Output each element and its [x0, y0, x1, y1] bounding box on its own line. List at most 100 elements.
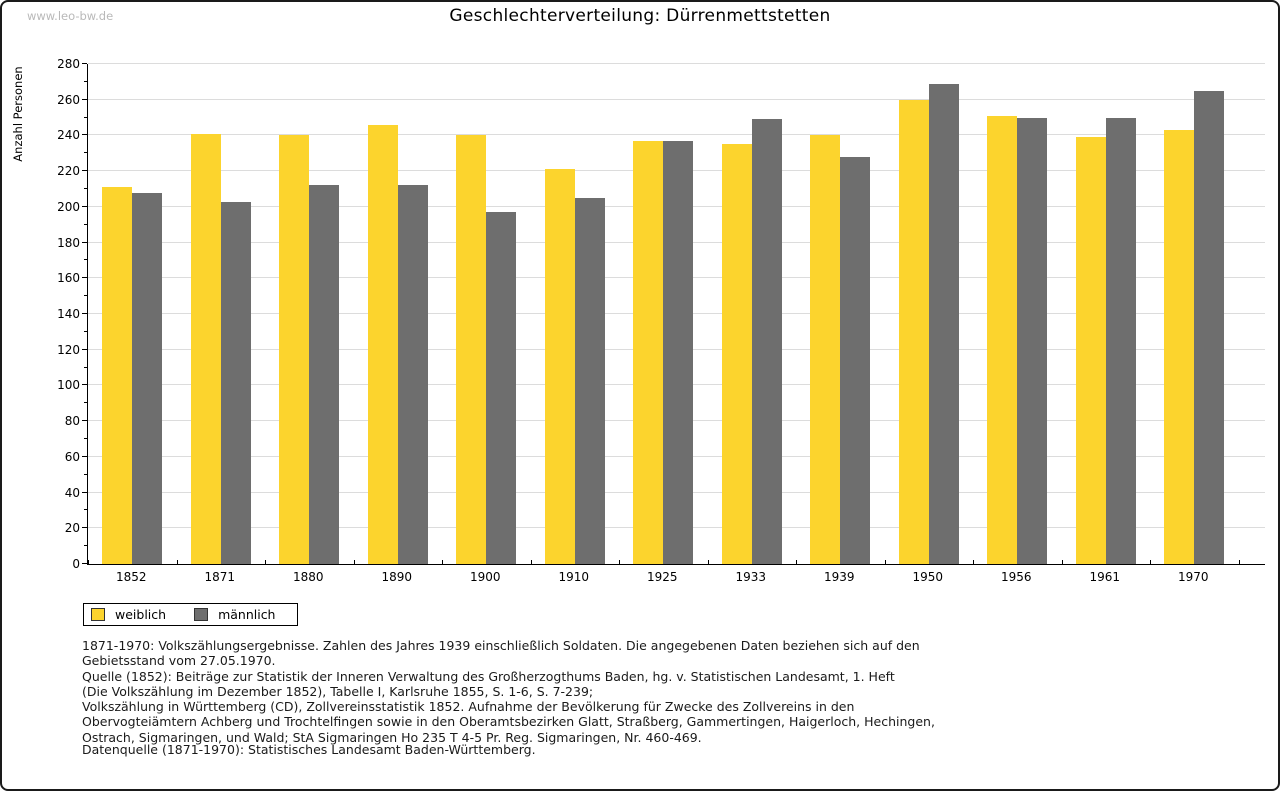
datasource-line: Datenquelle (1871-1970): Statistisches L…	[82, 742, 536, 757]
bar-weiblich-1871	[190, 133, 221, 564]
gridline	[88, 134, 1265, 136]
caption-line: Ostrach, Sigmaringen, und Wald; StA Sigm…	[82, 729, 702, 745]
bar-weiblich-1970	[1164, 130, 1195, 564]
y-axis-tick	[82, 348, 87, 350]
bar-weiblich-1880	[279, 135, 310, 564]
x-axis-tick-label: 1852	[115, 570, 147, 584]
y-axis-tick	[82, 563, 87, 564]
x-axis-tick-label: 1933	[735, 570, 767, 584]
y-axis-tick	[82, 384, 87, 386]
y-axis-tick-label: 20	[64, 521, 80, 536]
legend-item-weiblich: weiblich	[91, 607, 166, 622]
bar-weiblich-1961	[1075, 137, 1106, 564]
y-axis-tick	[84, 152, 87, 154]
x-axis-tick-label: 1950	[912, 570, 944, 584]
y-axis-tick	[82, 527, 87, 529]
bar-weiblich-1910	[544, 169, 575, 564]
bar-weiblich-1956	[987, 115, 1018, 564]
y-axis-tick-label: 180	[57, 235, 80, 250]
bar-männlich-1925	[663, 140, 694, 564]
y-axis-tick	[84, 223, 87, 225]
gridline	[88, 63, 1265, 64]
x-axis-tick	[353, 560, 355, 564]
bar-männlich-1956	[1017, 117, 1048, 564]
y-axis-tick-label: 260	[57, 92, 80, 107]
x-axis-tick-label: 1925	[646, 570, 678, 584]
x-axis-tick-label: 1900	[469, 570, 501, 584]
x-axis-tick	[1238, 560, 1240, 564]
x-axis-tick	[1150, 560, 1151, 564]
x-axis-tick	[884, 560, 886, 564]
bar-männlich-1871	[220, 201, 251, 564]
legend-label: weiblich	[115, 607, 167, 622]
y-axis-tick-label: 60	[64, 449, 80, 464]
x-axis-tick	[176, 560, 178, 564]
watermark: www.leo-bw.de	[27, 9, 114, 23]
y-axis-tick	[84, 473, 87, 475]
y-axis-tick	[82, 241, 87, 243]
y-axis-tick	[84, 188, 87, 189]
y-axis-tick	[84, 366, 87, 368]
y-axis-tick	[82, 205, 87, 207]
y-axis-tick	[84, 80, 87, 82]
caption-line: Volkszählung in Württemberg (CD), Zollve…	[82, 699, 855, 715]
y-axis-tick	[82, 134, 87, 136]
y-axis-tick-label: 240	[57, 128, 80, 143]
legend: weiblich männlich	[83, 603, 299, 626]
x-axis-tick-label: 1871	[204, 570, 236, 584]
bar-weiblich-1950	[898, 99, 929, 564]
bar-weiblich-1925	[633, 140, 664, 564]
x-axis-tick	[707, 560, 709, 564]
x-axis-tick	[796, 560, 797, 564]
y-axis-tick	[82, 277, 87, 279]
x-axis-tick-label: 1970	[1177, 570, 1209, 584]
y-axis-tick-label: 100	[57, 378, 80, 393]
y-axis-tick	[84, 330, 87, 332]
y-axis-tick	[84, 116, 87, 118]
bar-männlich-1933	[751, 119, 782, 564]
x-axis-tick-label: 1890	[381, 570, 413, 584]
legend-item-männlich: männlich	[194, 607, 275, 622]
bar-männlich-1890	[397, 185, 428, 564]
plot-area	[82, 63, 1265, 565]
bar-männlich-1961	[1105, 117, 1136, 564]
y-axis-tick-label: 120	[57, 342, 80, 357]
y-axis-tick	[82, 170, 87, 172]
y-axis-tick	[82, 491, 87, 493]
bar-weiblich-1939	[810, 135, 841, 564]
x-axis-tick	[619, 560, 620, 564]
bar-männlich-1950	[928, 83, 959, 564]
y-axis-tick-label: 80	[64, 414, 80, 429]
bar-männlich-1970	[1194, 90, 1225, 564]
legend-swatch-männlich	[194, 608, 209, 621]
x-axis-tick-label: 1910	[558, 570, 590, 584]
bar-weiblich-1933	[721, 144, 752, 564]
bar-weiblich-1852	[102, 187, 133, 564]
bar-männlich-1852	[132, 192, 163, 564]
bar-weiblich-1890	[367, 124, 398, 564]
y-axis-tick	[84, 545, 87, 547]
bar-männlich-1880	[309, 185, 340, 564]
y-axis-tick-label: 0	[72, 557, 80, 571]
bar-weiblich-1900	[456, 135, 487, 564]
y-axis-tick	[82, 420, 87, 422]
x-axis-tick	[973, 560, 974, 564]
x-axis-tick	[530, 560, 532, 564]
bar-männlich-1939	[840, 156, 871, 564]
x-axis-tick	[1061, 560, 1063, 564]
chart-title: Geschlechterverteilung: Dürrenmettstette…	[449, 6, 831, 26]
caption-line: Gebietsstand vom 27.05.1970.	[82, 653, 276, 669]
y-axis-tick	[84, 259, 87, 261]
bar-männlich-1910	[574, 197, 605, 564]
y-axis-tick	[84, 438, 87, 439]
x-axis-tick	[265, 560, 266, 564]
y-axis-tick-label: 280	[57, 57, 80, 71]
y-axis-tick-label: 160	[57, 271, 80, 286]
y-axis-tick	[84, 509, 87, 511]
caption-line: Obervogteiämtern Achberg und Trochtelfin…	[82, 714, 935, 730]
y-axis-label: Anzahl Personen	[11, 66, 25, 162]
y-axis-tick	[82, 63, 87, 64]
y-axis-tick	[82, 455, 87, 457]
x-axis-tick-label: 1939	[823, 570, 855, 584]
